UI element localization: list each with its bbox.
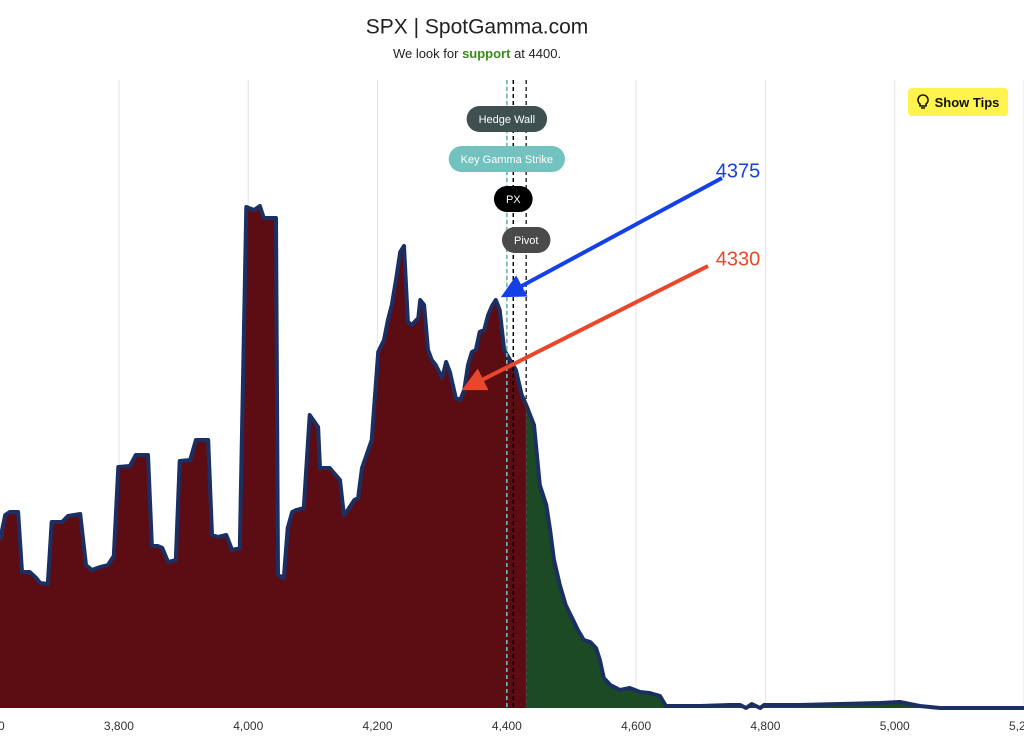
- x-tick-label: 4,200: [363, 719, 393, 733]
- x-tick-label: 5,000: [880, 719, 910, 733]
- subtitle-highlight: support: [462, 46, 511, 61]
- x-tick-label: 5,200: [1009, 719, 1024, 733]
- x-tick-label: 4,400: [492, 719, 522, 733]
- pill-bg: [501, 227, 551, 253]
- marker-pill: PX: [493, 186, 533, 212]
- chart-title: SPX | SpotGamma.com: [366, 16, 589, 39]
- x-tick-label: 3,600: [0, 719, 5, 733]
- area-below-pivot: [0, 206, 527, 708]
- button-label: Show Tips: [934, 94, 1000, 110]
- pill-bg: [493, 186, 533, 212]
- annotation-arrow: [461, 264, 709, 391]
- marker-pill: Pivot: [501, 227, 551, 253]
- pill-label: Pivot: [514, 235, 538, 247]
- area-above-pivot: [526, 405, 1024, 708]
- x-tick-label: 4,800: [750, 719, 780, 733]
- annotation-arrow: [500, 176, 723, 298]
- chart-subtitle: We look for support at 4400.: [393, 46, 561, 61]
- marker-pill: Hedge Wall: [466, 106, 548, 132]
- pill-label: Key Gamma Strike: [461, 154, 553, 166]
- x-tick-label: 4,000: [233, 719, 263, 733]
- subtitle-text: We look for: [393, 46, 462, 61]
- subtitle-text: at 4400.: [510, 46, 561, 61]
- pill-bg: [448, 146, 565, 172]
- x-tick-label: 4,600: [621, 719, 651, 733]
- annotation-label: 4330: [716, 248, 761, 270]
- pill-label: Hedge Wall: [479, 114, 535, 126]
- show-tips-button[interactable]: Show Tips: [908, 88, 1008, 116]
- marker-pill: Key Gamma Strike: [448, 146, 565, 172]
- pill-label: PX: [506, 194, 521, 206]
- pill-bg: [466, 106, 548, 132]
- x-tick-label: 3,800: [104, 719, 134, 733]
- bulb-icon: [916, 94, 929, 109]
- annotation-label: 4375: [716, 160, 761, 182]
- area-line: [0, 204, 1024, 710]
